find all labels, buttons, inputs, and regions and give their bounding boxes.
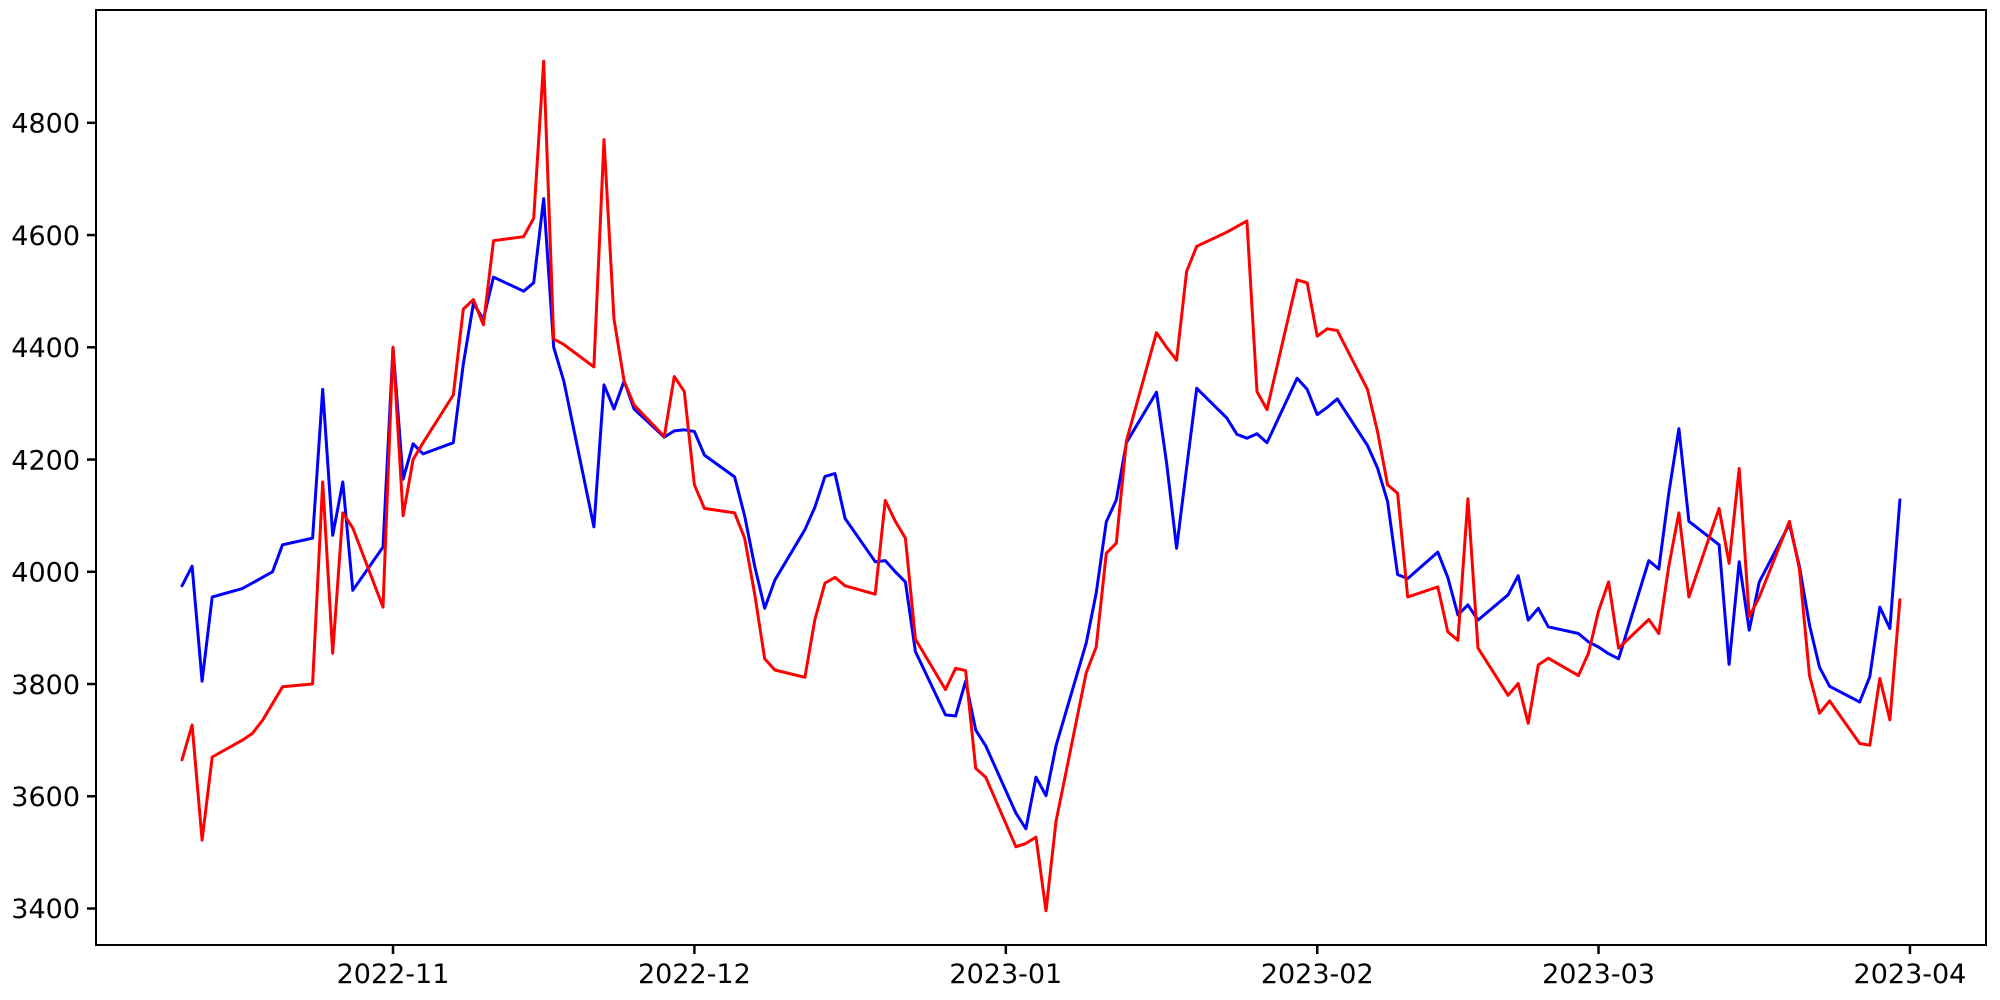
x-tick-label-2023-02: 2023-02 bbox=[1261, 959, 1374, 990]
x-tick-label-2022-11: 2022-11 bbox=[337, 959, 450, 990]
y-tick-label-4200: 4200 bbox=[11, 445, 80, 476]
y-tick-label-3800: 3800 bbox=[11, 670, 80, 701]
x-tick-label-2023-03: 2023-03 bbox=[1542, 959, 1655, 990]
y-tick-label-4600: 4600 bbox=[11, 221, 80, 252]
y-tick-label-3400: 3400 bbox=[11, 894, 80, 925]
blue-series-line bbox=[180, 197, 1902, 831]
y-tick-label-4800: 4800 bbox=[11, 109, 80, 140]
red-series-line bbox=[180, 59, 1902, 913]
y-tick-label-4400: 4400 bbox=[11, 333, 80, 364]
x-axis-tick-marks bbox=[391, 945, 1912, 954]
x-tick-label-2022-12: 2022-12 bbox=[638, 959, 751, 990]
y-axis-tick-labels: 3400 3600 3800 4000 4200 4400 4600 4800 bbox=[11, 109, 80, 926]
x-tick-label-2023-04: 2023-04 bbox=[1854, 959, 1967, 990]
plot-frame bbox=[95, 9, 1987, 946]
y-tick-label-3600: 3600 bbox=[11, 782, 80, 813]
series-lines bbox=[180, 59, 1902, 913]
y-tick-label-4000: 4000 bbox=[11, 558, 80, 589]
x-axis-tick-labels: 2022-11 2022-12 2023-01 2023-02 2023-03 2023-… bbox=[337, 959, 1967, 990]
y-axis-tick-marks bbox=[87, 121, 96, 910]
x-tick-label-2023-01: 2023-01 bbox=[949, 959, 1062, 990]
